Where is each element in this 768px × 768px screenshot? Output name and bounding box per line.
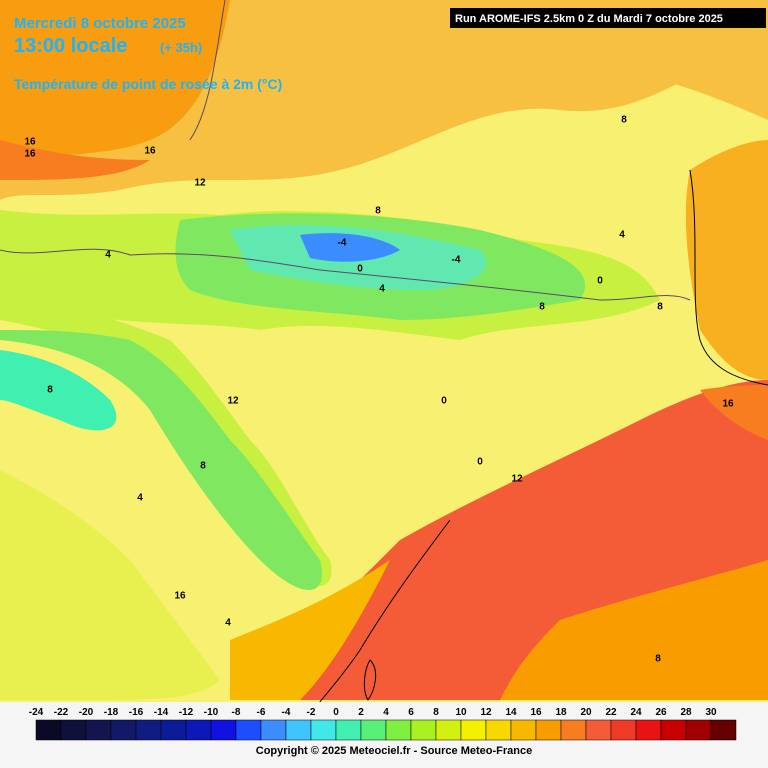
legend-tick: -12: [179, 707, 194, 718]
legend-tick: -20: [79, 707, 94, 718]
legend-swatch: [710, 719, 737, 741]
time: 13:00 locale: [14, 35, 127, 57]
legend-tick: -6: [257, 707, 266, 718]
contour-label: -4: [452, 255, 461, 266]
legend-swatch: [260, 719, 287, 741]
contour-label: 16: [24, 149, 36, 160]
contour-label: 0: [477, 457, 483, 468]
map-fields: [0, 0, 768, 700]
contour-label: 8: [375, 206, 381, 217]
contour-label: 4: [105, 250, 111, 261]
legend-swatch: [310, 719, 337, 741]
contour-label: -4: [338, 238, 347, 249]
legend-tick: -22: [54, 707, 69, 718]
legend-tick: 30: [705, 707, 717, 718]
legend-swatch: [110, 719, 137, 741]
legend-swatch: [85, 719, 112, 741]
legend-tick: 0: [333, 707, 339, 718]
contour-label: 8: [621, 115, 627, 126]
contour-label: 12: [194, 178, 206, 189]
legend-swatch: [360, 719, 387, 741]
legend-tick: 14: [505, 707, 517, 718]
legend-tick: -14: [154, 707, 169, 718]
legend-tick: 6: [408, 707, 414, 718]
legend-swatch: [610, 719, 637, 741]
legend-swatch: [160, 719, 187, 741]
legend-tick: 28: [680, 707, 692, 718]
contour-label: 4: [225, 618, 231, 629]
legend-swatch: [410, 719, 437, 741]
legend-tick: -24: [29, 707, 44, 718]
lead: (+ 35h): [160, 40, 202, 55]
contour-label: 0: [597, 276, 603, 287]
contour-label: 8: [200, 461, 206, 472]
legend-tick: 2: [358, 707, 364, 718]
legend-swatch: [560, 719, 587, 741]
legend-tick: 10: [455, 707, 467, 718]
contour-label: 0: [357, 264, 363, 275]
legend-swatch: [35, 719, 62, 741]
legend-swatch: [210, 719, 237, 741]
legend-tick: 24: [630, 707, 642, 718]
contour-label: 8: [657, 302, 663, 313]
legend-swatch: [535, 719, 562, 741]
legend-swatch: [285, 719, 312, 741]
legend-tick: 16: [530, 707, 542, 718]
contour-label: 4: [379, 284, 385, 295]
legend-swatch: [585, 719, 612, 741]
legend-tick: 22: [605, 707, 617, 718]
legend-swatch: [435, 719, 462, 741]
contour-label: 4: [137, 493, 143, 504]
contour-label: 8: [47, 385, 53, 396]
contour-label: 8: [539, 302, 545, 313]
legend-tick: -8: [232, 707, 241, 718]
legend-swatch: [60, 719, 87, 741]
contour-label: 16: [24, 137, 36, 148]
legend-swatch: [385, 719, 412, 741]
contour-label: 8: [655, 654, 661, 665]
date: Mercredi 8 octobre 2025: [14, 15, 186, 32]
legend-tick: 8: [433, 707, 439, 718]
legend-swatch: [510, 719, 537, 741]
contour-label: 16: [144, 146, 156, 157]
coastlines: [309, 169, 768, 716]
contour-label: 12: [511, 474, 523, 485]
legend-swatch: [460, 719, 487, 741]
legend-tick: -4: [282, 707, 291, 718]
borders: [0, 0, 691, 301]
legend-tick: -2: [307, 707, 316, 718]
legend-swatch: [185, 719, 212, 741]
contour-label: 16: [174, 591, 186, 602]
legend: -24 -22 -20 -18 -16 -14 -12 -10 -8 -6 -4 -2 0 2 4 6 8 10 1…: [29, 707, 737, 741]
legend-swatch: [485, 719, 512, 741]
contour-label: 12: [227, 396, 239, 407]
legend-swatch: [635, 719, 662, 741]
legend-swatch: [235, 719, 262, 741]
legend-tick: -16: [129, 707, 144, 718]
legend-tick: 12: [480, 707, 492, 718]
legend-swatch: [135, 719, 162, 741]
legend-swatch: [335, 719, 362, 741]
legend-swatch: [685, 719, 712, 741]
contour-label: 0: [441, 396, 447, 407]
legend-tick: -10: [204, 707, 219, 718]
contour-label: 4: [619, 230, 625, 241]
run-box: [450, 8, 766, 28]
legend-tick: 18: [555, 707, 567, 718]
run-info: Run AROME-IFS 2.5km 0 Z du Mardi 7 octob…: [455, 13, 723, 25]
copyright: Copyright © 2025 Meteociel.fr - Source M…: [256, 745, 532, 757]
legend-tick: 20: [580, 707, 592, 718]
contour-label: 16: [722, 399, 734, 410]
legend-swatch: [660, 719, 687, 741]
legend-tick: 26: [655, 707, 667, 718]
legend-tick: 4: [383, 707, 389, 718]
parameter: Température de point de rosée à 2m (°C): [14, 76, 282, 92]
legend-tick: -18: [104, 707, 119, 718]
